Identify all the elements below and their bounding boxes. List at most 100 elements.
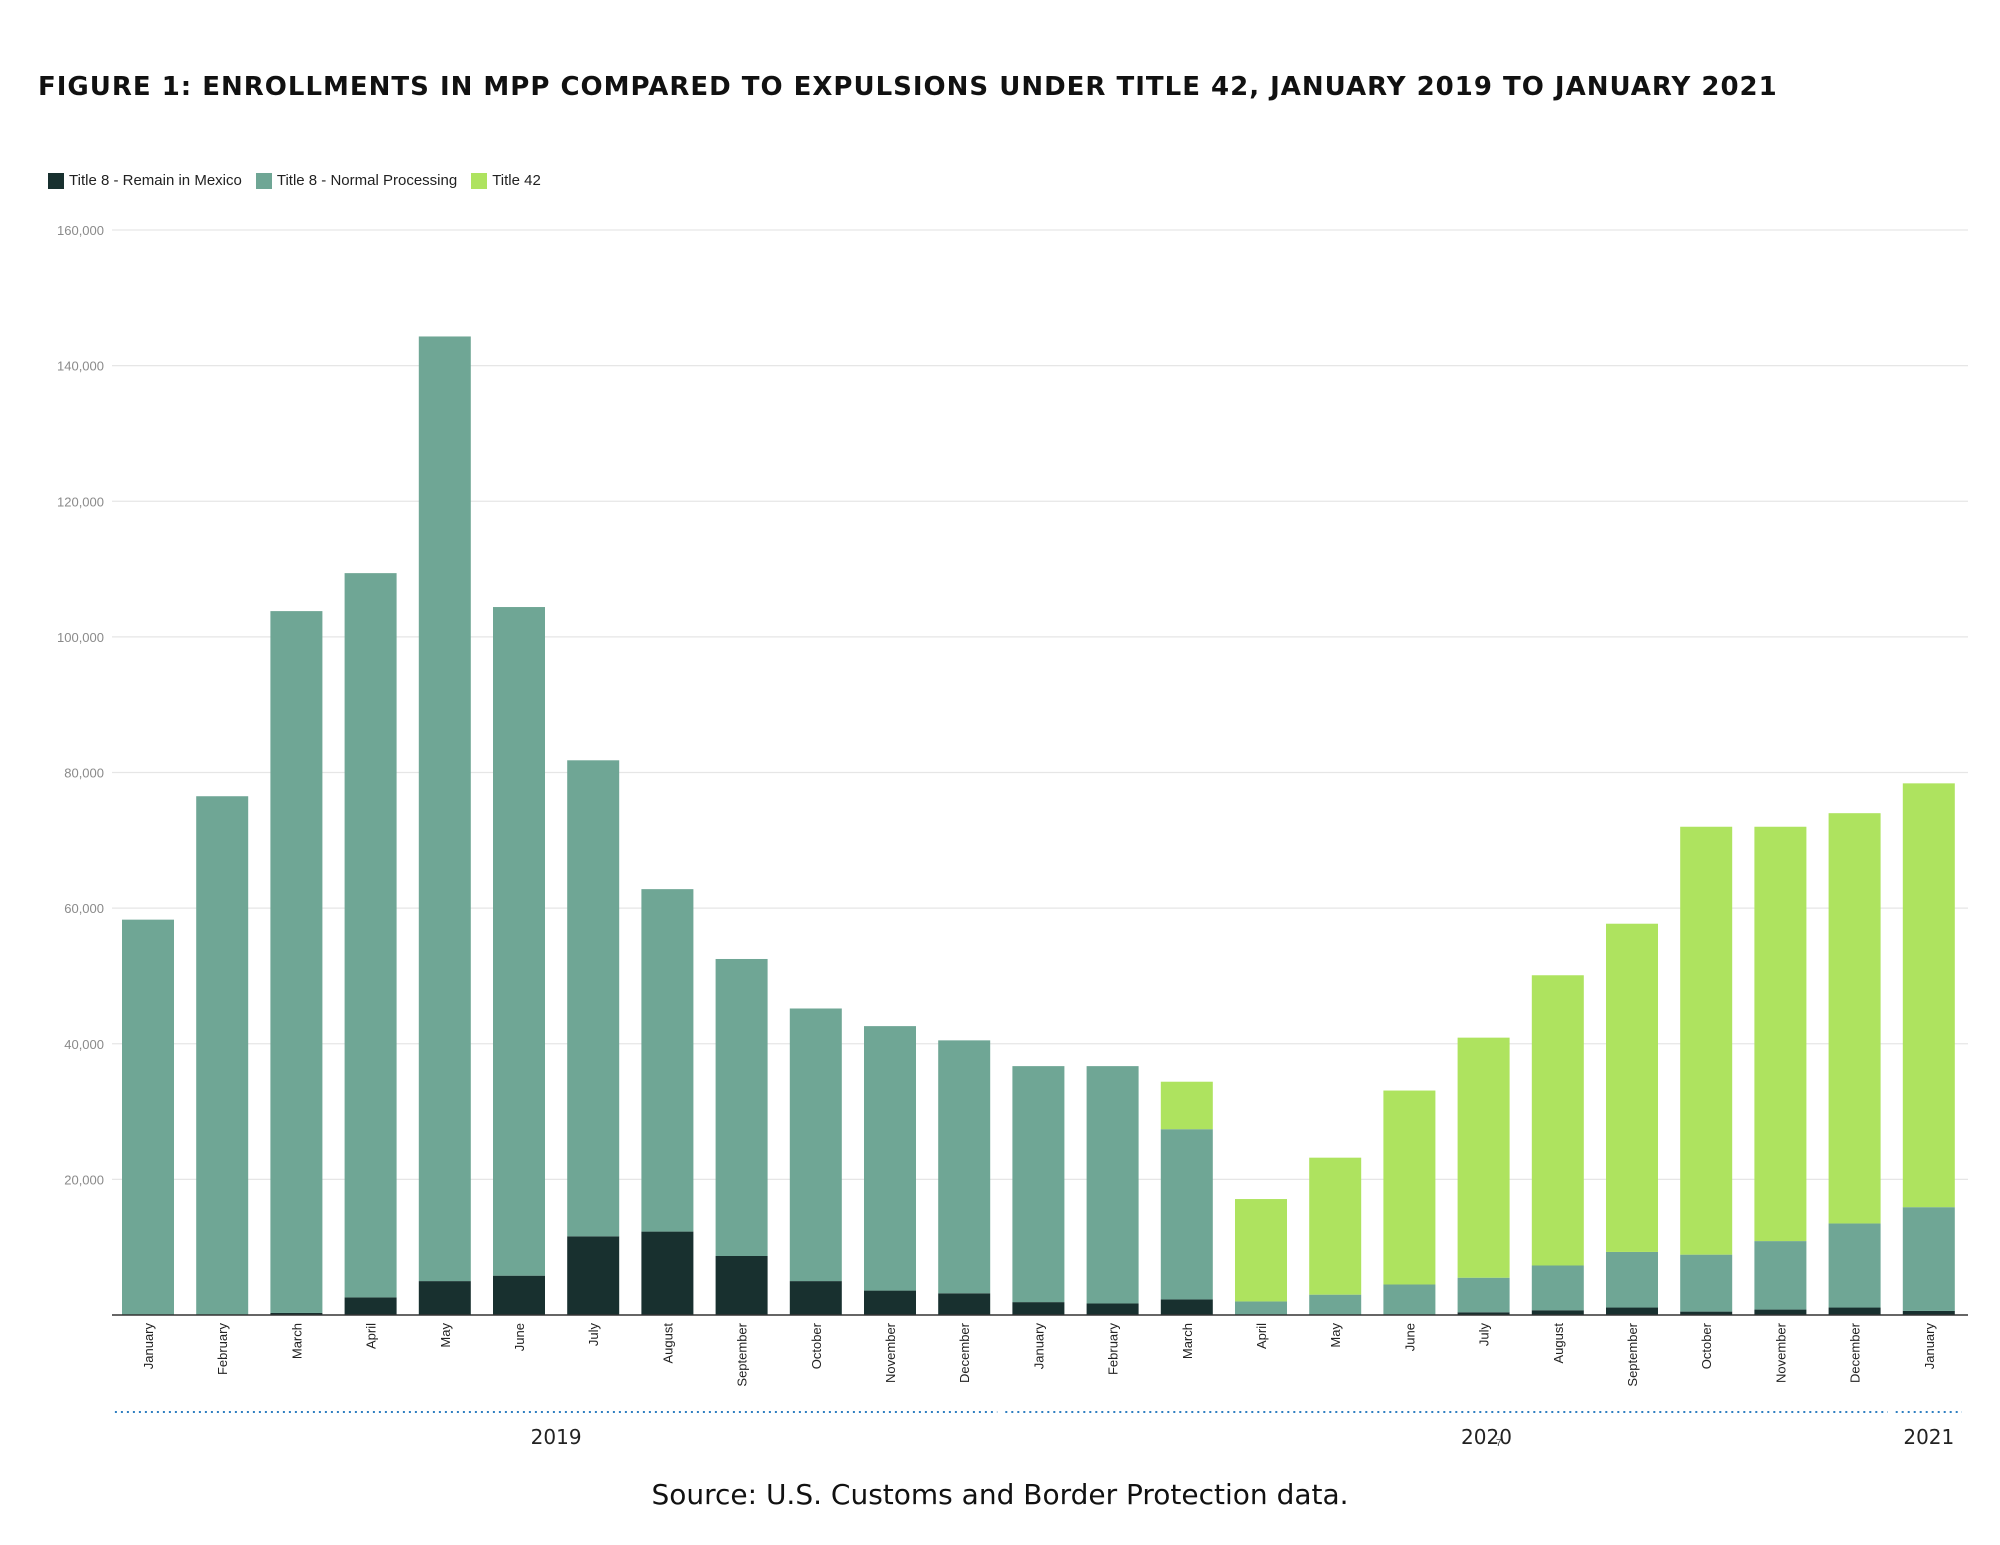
legend-item-title-42: Title 42	[471, 172, 541, 189]
bar-segment-remain-in-mexico	[789, 1281, 842, 1315]
bar-segment-title42	[1606, 923, 1658, 1252]
x-tick-label: July	[1477, 1323, 1492, 1347]
bar-segment-remain-in-mexico	[1160, 1299, 1213, 1315]
chart-legend: Title 8 - Remain in Mexico Title 8 - Nor…	[48, 172, 555, 189]
year-group-label: 2019	[531, 1425, 582, 1449]
bar-segment-remain-in-mexico	[1828, 1307, 1881, 1315]
bar-segment-remain-in-mexico	[418, 1281, 471, 1315]
bar-segment-normal-processing	[1680, 1254, 1733, 1312]
legend-swatch-title-42	[471, 172, 488, 189]
bar-segment-remain-in-mexico	[1531, 1310, 1584, 1315]
x-tick-label: January	[1031, 1323, 1046, 1370]
legend-label-remain-in-mexico: Title 8 - Remain in Mexico	[69, 172, 242, 189]
bar-segment-normal-processing	[196, 796, 249, 1315]
stacked-bar-chart: 20,000 40,000 60,000 80,000 100,000 120,000 14…	[57, 223, 1968, 1449]
bar-segment-remain-in-mexico	[1902, 1310, 1955, 1315]
bar-segment-normal-processing	[1383, 1284, 1436, 1315]
legend-item-normal-processing: Title 8 - Normal Processing	[255, 172, 457, 189]
bar-segment-title42	[1902, 783, 1955, 1208]
bar-segment-normal-processing	[1754, 1241, 1807, 1310]
bar-segment-remain-in-mexico	[715, 1256, 768, 1315]
bar-segment-remain-in-mexico	[1754, 1309, 1807, 1315]
bar-segment-normal-processing	[1235, 1301, 1287, 1315]
y-tick-label: 100,000	[57, 630, 104, 645]
legend-swatch-normal-processing	[255, 172, 272, 189]
bar-segment-remain-in-mexico	[641, 1231, 694, 1315]
bar-segment-normal-processing	[418, 336, 471, 1282]
y-tick-label: 140,000	[57, 359, 104, 374]
bar-segment-remain-in-mexico	[938, 1293, 991, 1315]
x-tick-label: January	[1922, 1323, 1937, 1370]
bar-segment-remain-in-mexico	[493, 1275, 545, 1315]
bar-segment-remain-in-mexico	[864, 1290, 916, 1315]
bar-segment-remain-in-mexico	[344, 1297, 397, 1315]
bar-segment-normal-processing	[715, 958, 768, 1257]
bar-segment-normal-processing	[1457, 1277, 1510, 1313]
source-note: Source: U.S. Customs and Border Protecti…	[651, 1478, 1349, 1511]
x-tick-label: August	[1551, 1323, 1566, 1364]
x-tick-label: June	[512, 1323, 527, 1351]
year-group-label: 2021	[1903, 1425, 1954, 1449]
legend-item-remain-in-mexico: Title 8 - Remain in Mexico	[48, 172, 242, 189]
x-tick-label: December	[1848, 1322, 1863, 1383]
bar-segment-remain-in-mexico	[1086, 1303, 1139, 1315]
bar-segment-normal-processing	[1828, 1223, 1881, 1308]
bar-segment-remain-in-mexico	[270, 1312, 323, 1315]
bar-segment-title42	[1457, 1037, 1510, 1278]
bar-segment-title42	[1680, 826, 1733, 1255]
x-tick-label: February	[1106, 1323, 1121, 1376]
x-tick-label: May	[438, 1323, 453, 1348]
bar-segment-title42	[1754, 826, 1807, 1242]
bar-segment-title42	[1531, 975, 1584, 1266]
x-tick-label: January	[141, 1323, 156, 1370]
figure-title: FIGURE 1: ENROLLMENTS IN MPP COMPARED TO…	[38, 72, 1778, 102]
y-tick-label: 40,000	[64, 1037, 104, 1052]
y-tick-label: 160,000	[57, 223, 104, 238]
bar-segment-remain-in-mexico	[1012, 1302, 1065, 1315]
bar-segment-normal-processing	[270, 611, 323, 1313]
bar-segment-normal-processing	[567, 760, 620, 1237]
bar-segment-title42	[1160, 1081, 1213, 1130]
bar-segment-normal-processing	[789, 1008, 842, 1282]
bar-segment-remain-in-mexico	[1680, 1311, 1733, 1315]
bar-segment-remain-in-mexico	[1606, 1307, 1658, 1315]
y-tick-label: 20,000	[64, 1172, 104, 1187]
x-tick-label: December	[957, 1322, 972, 1383]
bar-segment-normal-processing	[938, 1040, 991, 1294]
x-tick-label: September	[1625, 1322, 1640, 1386]
bar-segment-normal-processing	[1309, 1294, 1362, 1315]
x-tick-label: May	[1328, 1323, 1343, 1348]
bar-segment-normal-processing	[864, 1026, 916, 1291]
x-tick-label: August	[660, 1323, 675, 1364]
x-tick-label: April	[1254, 1323, 1269, 1349]
bar-segment-remain-in-mexico	[1457, 1312, 1510, 1315]
bar-segment-normal-processing	[1902, 1207, 1955, 1311]
bar-segment-normal-processing	[1160, 1129, 1213, 1300]
x-tick-label: June	[1402, 1323, 1417, 1351]
bar-segment-normal-processing	[1606, 1251, 1658, 1308]
x-tick-label: April	[364, 1323, 379, 1349]
y-tick-label: 60,000	[64, 901, 104, 916]
x-tick-label: November	[883, 1322, 898, 1383]
x-tick-label: October	[1699, 1322, 1714, 1369]
bar-segment-normal-processing	[1086, 1066, 1139, 1304]
x-tick-label: July	[586, 1323, 601, 1347]
bar-segment-normal-processing	[1531, 1265, 1584, 1311]
x-tick-label: November	[1773, 1322, 1788, 1383]
bar-segment-title42	[1383, 1090, 1436, 1285]
legend-label-title-42: Title 42	[492, 172, 541, 189]
y-tick-label: 120,000	[57, 494, 104, 509]
bar-segment-normal-processing	[641, 889, 694, 1232]
bar-segment-title42	[1828, 813, 1881, 1224]
footnote-marker: 7	[1496, 1438, 1502, 1449]
bar-segment-normal-processing	[122, 919, 174, 1315]
bar-segment-normal-processing	[493, 607, 545, 1276]
bar-segment-title42	[1309, 1157, 1362, 1295]
x-tick-label: October	[809, 1322, 824, 1369]
x-tick-label: March	[1180, 1323, 1195, 1359]
bar-segment-remain-in-mexico	[567, 1236, 620, 1315]
y-tick-label: 80,000	[64, 766, 104, 781]
bar-segment-normal-processing	[344, 573, 397, 1298]
x-tick-label: February	[215, 1323, 230, 1376]
x-tick-label: September	[735, 1322, 750, 1386]
